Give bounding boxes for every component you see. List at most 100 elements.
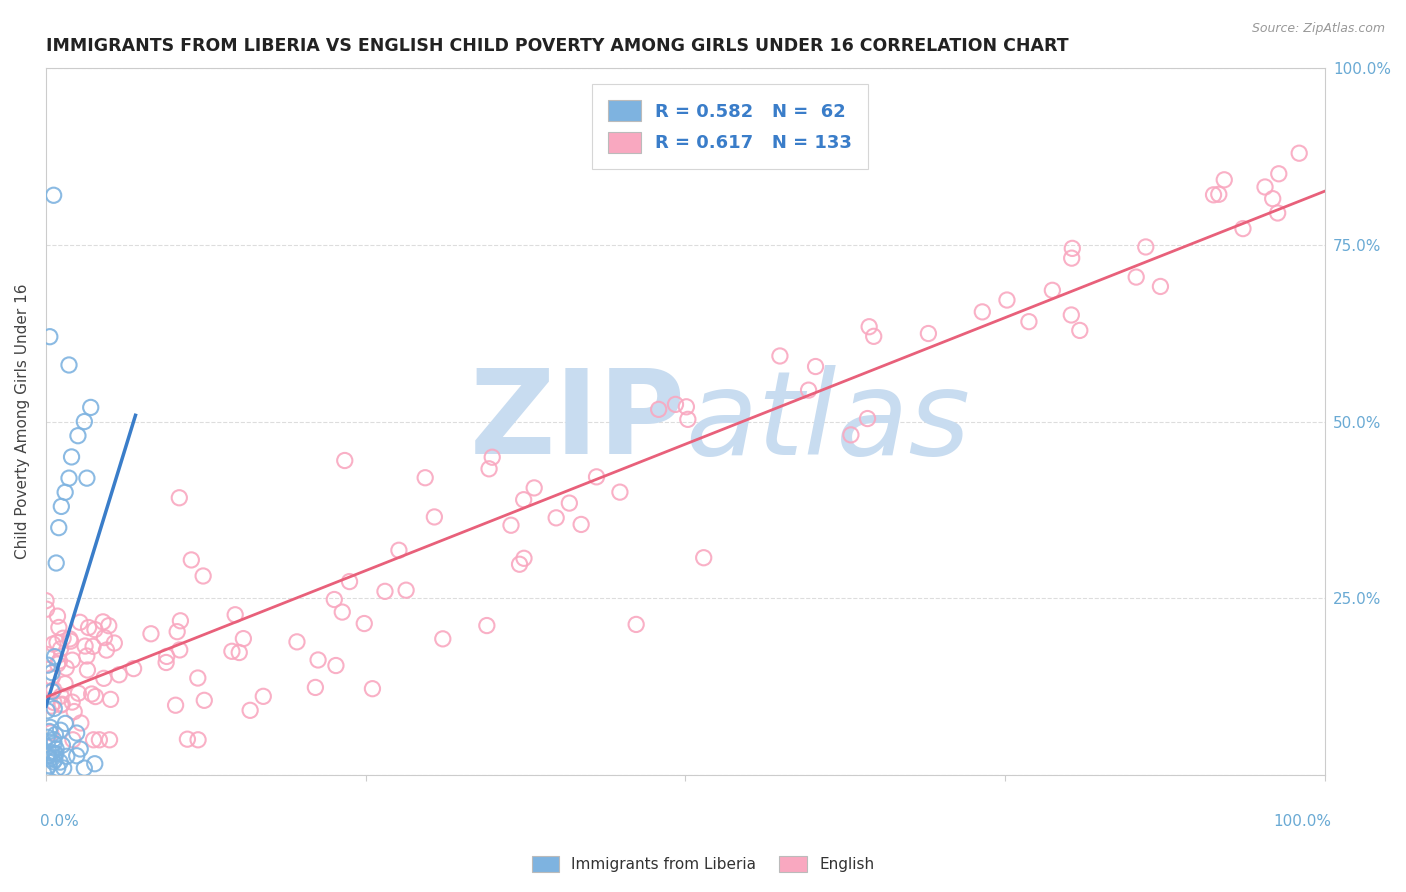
Point [48, 521, 70, 535]
Point [53, 485, 76, 500]
Point [53, 676, 76, 690]
Text: 0.0%: 0.0% [39, 814, 79, 829]
Point [37, 749, 59, 764]
Point [63, 705, 86, 719]
Point [1018, 315, 1040, 329]
Point [388, 543, 411, 558]
Point [139, 627, 162, 641]
Point [523, 481, 546, 495]
Point [252, 690, 274, 704]
Point [67, 686, 90, 700]
Point [769, 349, 792, 363]
Point [1232, 221, 1254, 235]
Point [51, 738, 73, 752]
Point [48, 620, 70, 634]
Point [232, 632, 254, 646]
Point [76, 648, 98, 663]
Point [647, 402, 669, 417]
Point [83, 756, 105, 771]
Point [98, 732, 121, 747]
Point [353, 616, 375, 631]
Point [73, 761, 96, 775]
Point [325, 658, 347, 673]
Point [59, 634, 82, 648]
Point [333, 453, 356, 467]
Point [1069, 323, 1091, 337]
Point [62, 732, 84, 747]
Point [96, 643, 118, 657]
Point [44, 701, 66, 715]
Point [44, 747, 66, 761]
Point [84, 690, 107, 704]
Point [41, 746, 63, 760]
Point [69, 742, 91, 756]
Point [432, 632, 454, 646]
Point [66, 748, 89, 763]
Point [569, 517, 592, 532]
Point [70, 716, 93, 731]
Point [52, 761, 75, 775]
Point [676, 412, 699, 426]
Point [55, 661, 77, 675]
Point [191, 569, 214, 583]
Y-axis label: Child Poverty Among Girls Under 16: Child Poverty Among Girls Under 16 [15, 284, 30, 559]
Point [80, 401, 103, 415]
Point [46, 635, 69, 649]
Point [1060, 251, 1083, 265]
Point [46, 761, 69, 775]
Point [193, 693, 215, 707]
Point [512, 492, 534, 507]
Text: ZIP: ZIP [470, 364, 685, 479]
Point [37, 761, 59, 775]
Point [76, 663, 98, 677]
Point [97, 618, 120, 632]
Point [60, 450, 83, 464]
Point [46, 657, 69, 671]
Point [413, 471, 436, 485]
Point [39, 726, 62, 740]
Point [38, 724, 60, 739]
Text: 100.0%: 100.0% [1272, 814, 1331, 829]
Point [80, 687, 103, 701]
Point [862, 329, 884, 343]
Point [285, 635, 308, 649]
Point [35, 602, 58, 616]
Text: IMMIGRANTS FROM LIBERIA VS ENGLISH CHILD POVERTY AMONG GIRLS UNDER 16 CORRELATIO: IMMIGRANTS FROM LIBERIA VS ENGLISH CHILD… [46, 37, 1069, 55]
Point [38, 758, 60, 772]
Point [509, 558, 531, 572]
Point [675, 400, 697, 414]
Point [69, 615, 91, 630]
Point [35, 593, 58, 607]
Point [339, 574, 361, 589]
Point [166, 624, 188, 639]
Point [187, 732, 209, 747]
Point [1254, 180, 1277, 194]
Point [1149, 279, 1171, 293]
Point [304, 681, 326, 695]
Point [37, 658, 59, 673]
Point [1213, 173, 1236, 187]
Point [330, 605, 353, 619]
Point [1267, 206, 1289, 220]
Point [37, 731, 59, 745]
Point [100, 692, 122, 706]
Point [1062, 241, 1084, 255]
Point [42, 188, 65, 202]
Point [103, 636, 125, 650]
Point [169, 643, 191, 657]
Point [239, 703, 262, 717]
Point [224, 607, 246, 622]
Point [228, 646, 250, 660]
Point [45, 742, 67, 756]
Point [856, 411, 879, 425]
Point [361, 681, 384, 696]
Point [44, 753, 66, 767]
Point [423, 510, 446, 524]
Point [155, 656, 177, 670]
Point [58, 471, 80, 485]
Point [35, 648, 58, 662]
Point [45, 747, 67, 761]
Point [49, 755, 72, 769]
Point [60, 695, 83, 709]
Point [37, 704, 59, 718]
